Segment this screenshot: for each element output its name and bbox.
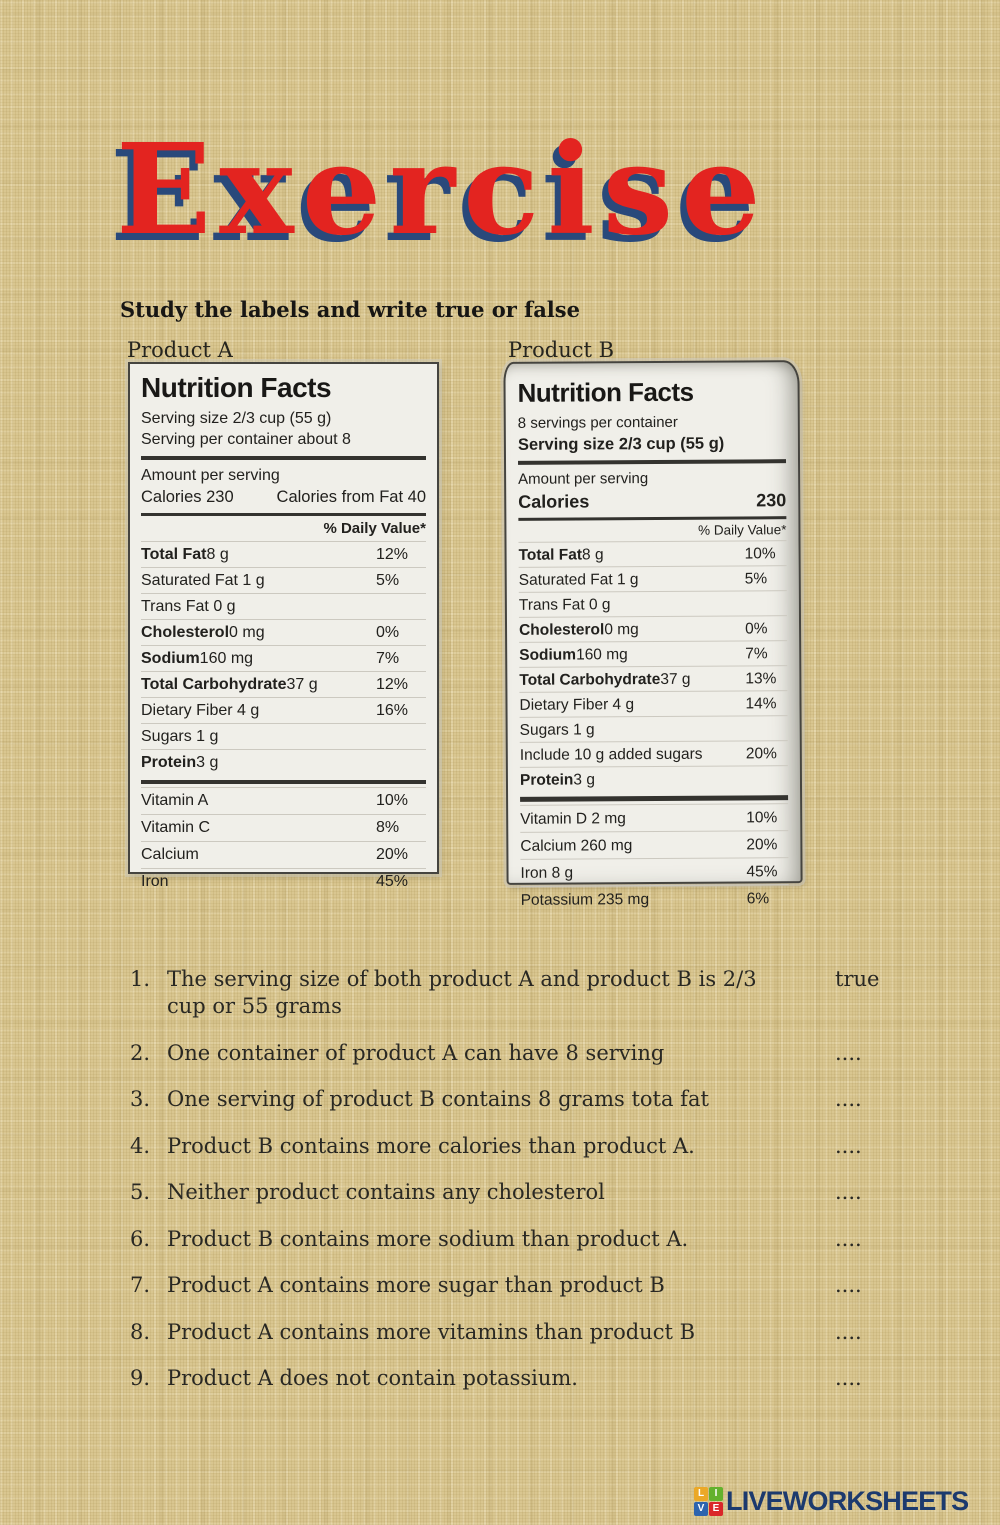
label-b-serving-size: Serving size 2/3 cup (55 g) — [517, 434, 725, 454]
answer-slot-6[interactable]: .... — [835, 1226, 862, 1251]
nutrient-row: Trans Fat 0 g — [141, 593, 426, 619]
question-5: 5. Neither product contains any cholester… — [130, 1179, 910, 1206]
label-b-amount-per-serving: Amount per serving — [518, 470, 649, 488]
label-b-daily-value-header: % Daily Value* — [698, 522, 787, 538]
nutrient-row: Cholesterol 0 mg 0% — [141, 619, 426, 645]
label-a-amount-per-serving: Amount per serving — [141, 467, 280, 484]
question-number: 9. — [130, 1366, 151, 1390]
label-a-servings-per-container: Serving per container about 8 — [141, 431, 351, 448]
label-a-calories: Calories 230 — [141, 488, 234, 506]
nutrient-row: Protein 3 g — [141, 749, 426, 775]
answer-slot-9[interactable]: .... — [835, 1366, 862, 1390]
question-text: Neither product contains any cholesterol — [167, 1180, 605, 1204]
product-b-heading: Product B — [508, 338, 615, 362]
logo-square-l: L — [694, 1487, 708, 1501]
question-text: One container of product A can have 8 se… — [167, 1040, 665, 1065]
vitamin-row: Iron 8 g 45% — [520, 857, 789, 886]
question-8: 8. Product A contains more vitamins than … — [130, 1319, 910, 1346]
label-a-daily-value-header: % Daily Value* — [323, 520, 426, 537]
vitamin-row: Potassium 235 mg 6% — [520, 884, 789, 913]
question-number: 4. — [130, 1133, 151, 1158]
nutrition-label-a: Nutrition Facts Serving size 2/3 cup (55… — [128, 362, 439, 890]
question-text: Product A contains more sugar than produ… — [167, 1273, 665, 1297]
question-text: One serving of product B contains 8 gram… — [167, 1087, 709, 1111]
vitamin-row: Iron 45% — [141, 868, 426, 895]
vitamin-row: Calcium 20% — [141, 841, 426, 868]
label-b-title: Nutrition Facts — [517, 376, 694, 408]
divider — [518, 516, 787, 521]
label-a-title: Nutrition Facts — [141, 372, 332, 403]
label-b-calories-value: 230 — [756, 490, 787, 511]
page-title: Exercise — [116, 117, 769, 263]
product-a-heading: Product A — [127, 338, 233, 362]
answer-slot-3[interactable]: .... — [835, 1087, 862, 1111]
nutrient-row: Saturated Fat 1 g 5% — [518, 565, 787, 592]
question-number: 1. — [130, 967, 151, 991]
answer-slot-7[interactable]: .... — [835, 1273, 862, 1297]
nutrient-row: Saturated Fat 1 g 5% — [141, 567, 426, 593]
nutrient-row: Protein 3 g — [519, 765, 789, 792]
question-text: The serving size of both product A and p… — [167, 967, 757, 1018]
nutrient-row: Total Fat 8 g 12% — [141, 541, 426, 567]
question-number: 5. — [130, 1180, 151, 1204]
divider — [518, 459, 787, 465]
question-text: Product B contains more calories than pr… — [167, 1133, 695, 1158]
answer-slot-4[interactable]: .... — [835, 1133, 862, 1158]
question-3: 3. One serving of product B contains 8 gr… — [130, 1086, 910, 1113]
question-number: 6. — [130, 1226, 151, 1251]
vitamin-row: Vitamin C 8% — [141, 814, 426, 841]
question-text: Product A does not contain potassium. — [167, 1366, 578, 1390]
label-a-calories-from-fat: Calories from Fat 40 — [276, 488, 426, 506]
nutrient-row: Include 10 g added sugars 20% — [519, 740, 788, 767]
logo-square-e: E — [709, 1502, 723, 1516]
nutrient-row: Sugars 1 g — [141, 723, 426, 749]
answer-slot-2[interactable]: .... — [835, 1040, 862, 1065]
label-b-calories: Calories — [518, 491, 590, 512]
nutrient-row: Sugars 1 g — [519, 715, 788, 742]
vitamin-row: Vitamin A 10% — [141, 787, 426, 814]
nutrition-label-b: Nutrition Facts 8 servings per container… — [503, 360, 803, 913]
divider — [520, 795, 789, 802]
question-7: 7. Product A contains more sugar than pro… — [130, 1272, 910, 1299]
question-2: 2. One container of product A can have 8 … — [130, 1040, 910, 1067]
nutrient-row: Sodium 160 mg 7% — [519, 640, 788, 667]
liveworksheets-brand-text: LIVEWORKSHEETS — [726, 1486, 969, 1516]
label-b-servings-per-container: 8 servings per container — [517, 413, 678, 432]
label-a-calories-row: Calories 230 Calories from Fat 40 — [141, 486, 426, 508]
vitamin-row: Calcium 260 mg 20% — [520, 830, 789, 859]
nutrient-row: Total Carbohydrate 37 g 13% — [519, 665, 788, 692]
label-b-calories-row: Calories 230 — [518, 488, 786, 514]
nutrient-row: Dietary Fiber 4 g 16% — [141, 697, 426, 723]
question-text: Product B contains more sodium than prod… — [167, 1226, 689, 1251]
divider — [141, 780, 426, 784]
question-list: 1. The serving size of both product A and… — [130, 966, 910, 1412]
question-number: 3. — [130, 1087, 151, 1111]
question-number: 7. — [130, 1273, 151, 1297]
nutrient-row: Sodium 160 mg 7% — [141, 645, 426, 671]
nutrient-row: Total Fat 8 g 10% — [518, 540, 787, 567]
answer-slot-1[interactable]: true — [835, 967, 880, 991]
label-a-serving-size: Serving size 2/3 cup (55 g) — [141, 410, 332, 427]
answer-slot-5[interactable]: .... — [835, 1180, 862, 1204]
logo-square-i: I — [709, 1487, 723, 1501]
nutrient-row: Dietary Fiber 4 g 14% — [519, 690, 788, 717]
vitamin-row: Vitamin D 2 mg 10% — [520, 803, 789, 832]
liveworksheets-footer: L I V E LIVEWORKSHEETS — [694, 1486, 969, 1517]
question-number: 2. — [130, 1040, 151, 1065]
divider — [141, 513, 426, 516]
nutrient-row: Trans Fat 0 g — [518, 590, 787, 617]
instruction-text: Study the labels and write true or false — [120, 297, 580, 322]
logo-square-v: V — [694, 1502, 708, 1516]
question-4: 4. Product B contains more calories than … — [130, 1133, 910, 1160]
question-number: 8. — [130, 1319, 151, 1344]
question-6: 6. Product B contains more sodium than pr… — [130, 1226, 910, 1253]
nutrient-row: Total Carbohydrate 37 g 12% — [141, 671, 426, 697]
question-text: Product A contains more vitamins than pr… — [167, 1319, 696, 1344]
answer-slot-8[interactable]: .... — [835, 1319, 862, 1344]
divider — [141, 456, 426, 460]
nutrient-row: Cholesterol 0 mg 0% — [518, 615, 788, 642]
liveworksheets-logo-icon: L I V E — [694, 1487, 723, 1516]
question-1: 1. The serving size of both product A and… — [130, 966, 910, 1020]
question-9: 9. Product A does not contain potassium..… — [130, 1365, 910, 1392]
